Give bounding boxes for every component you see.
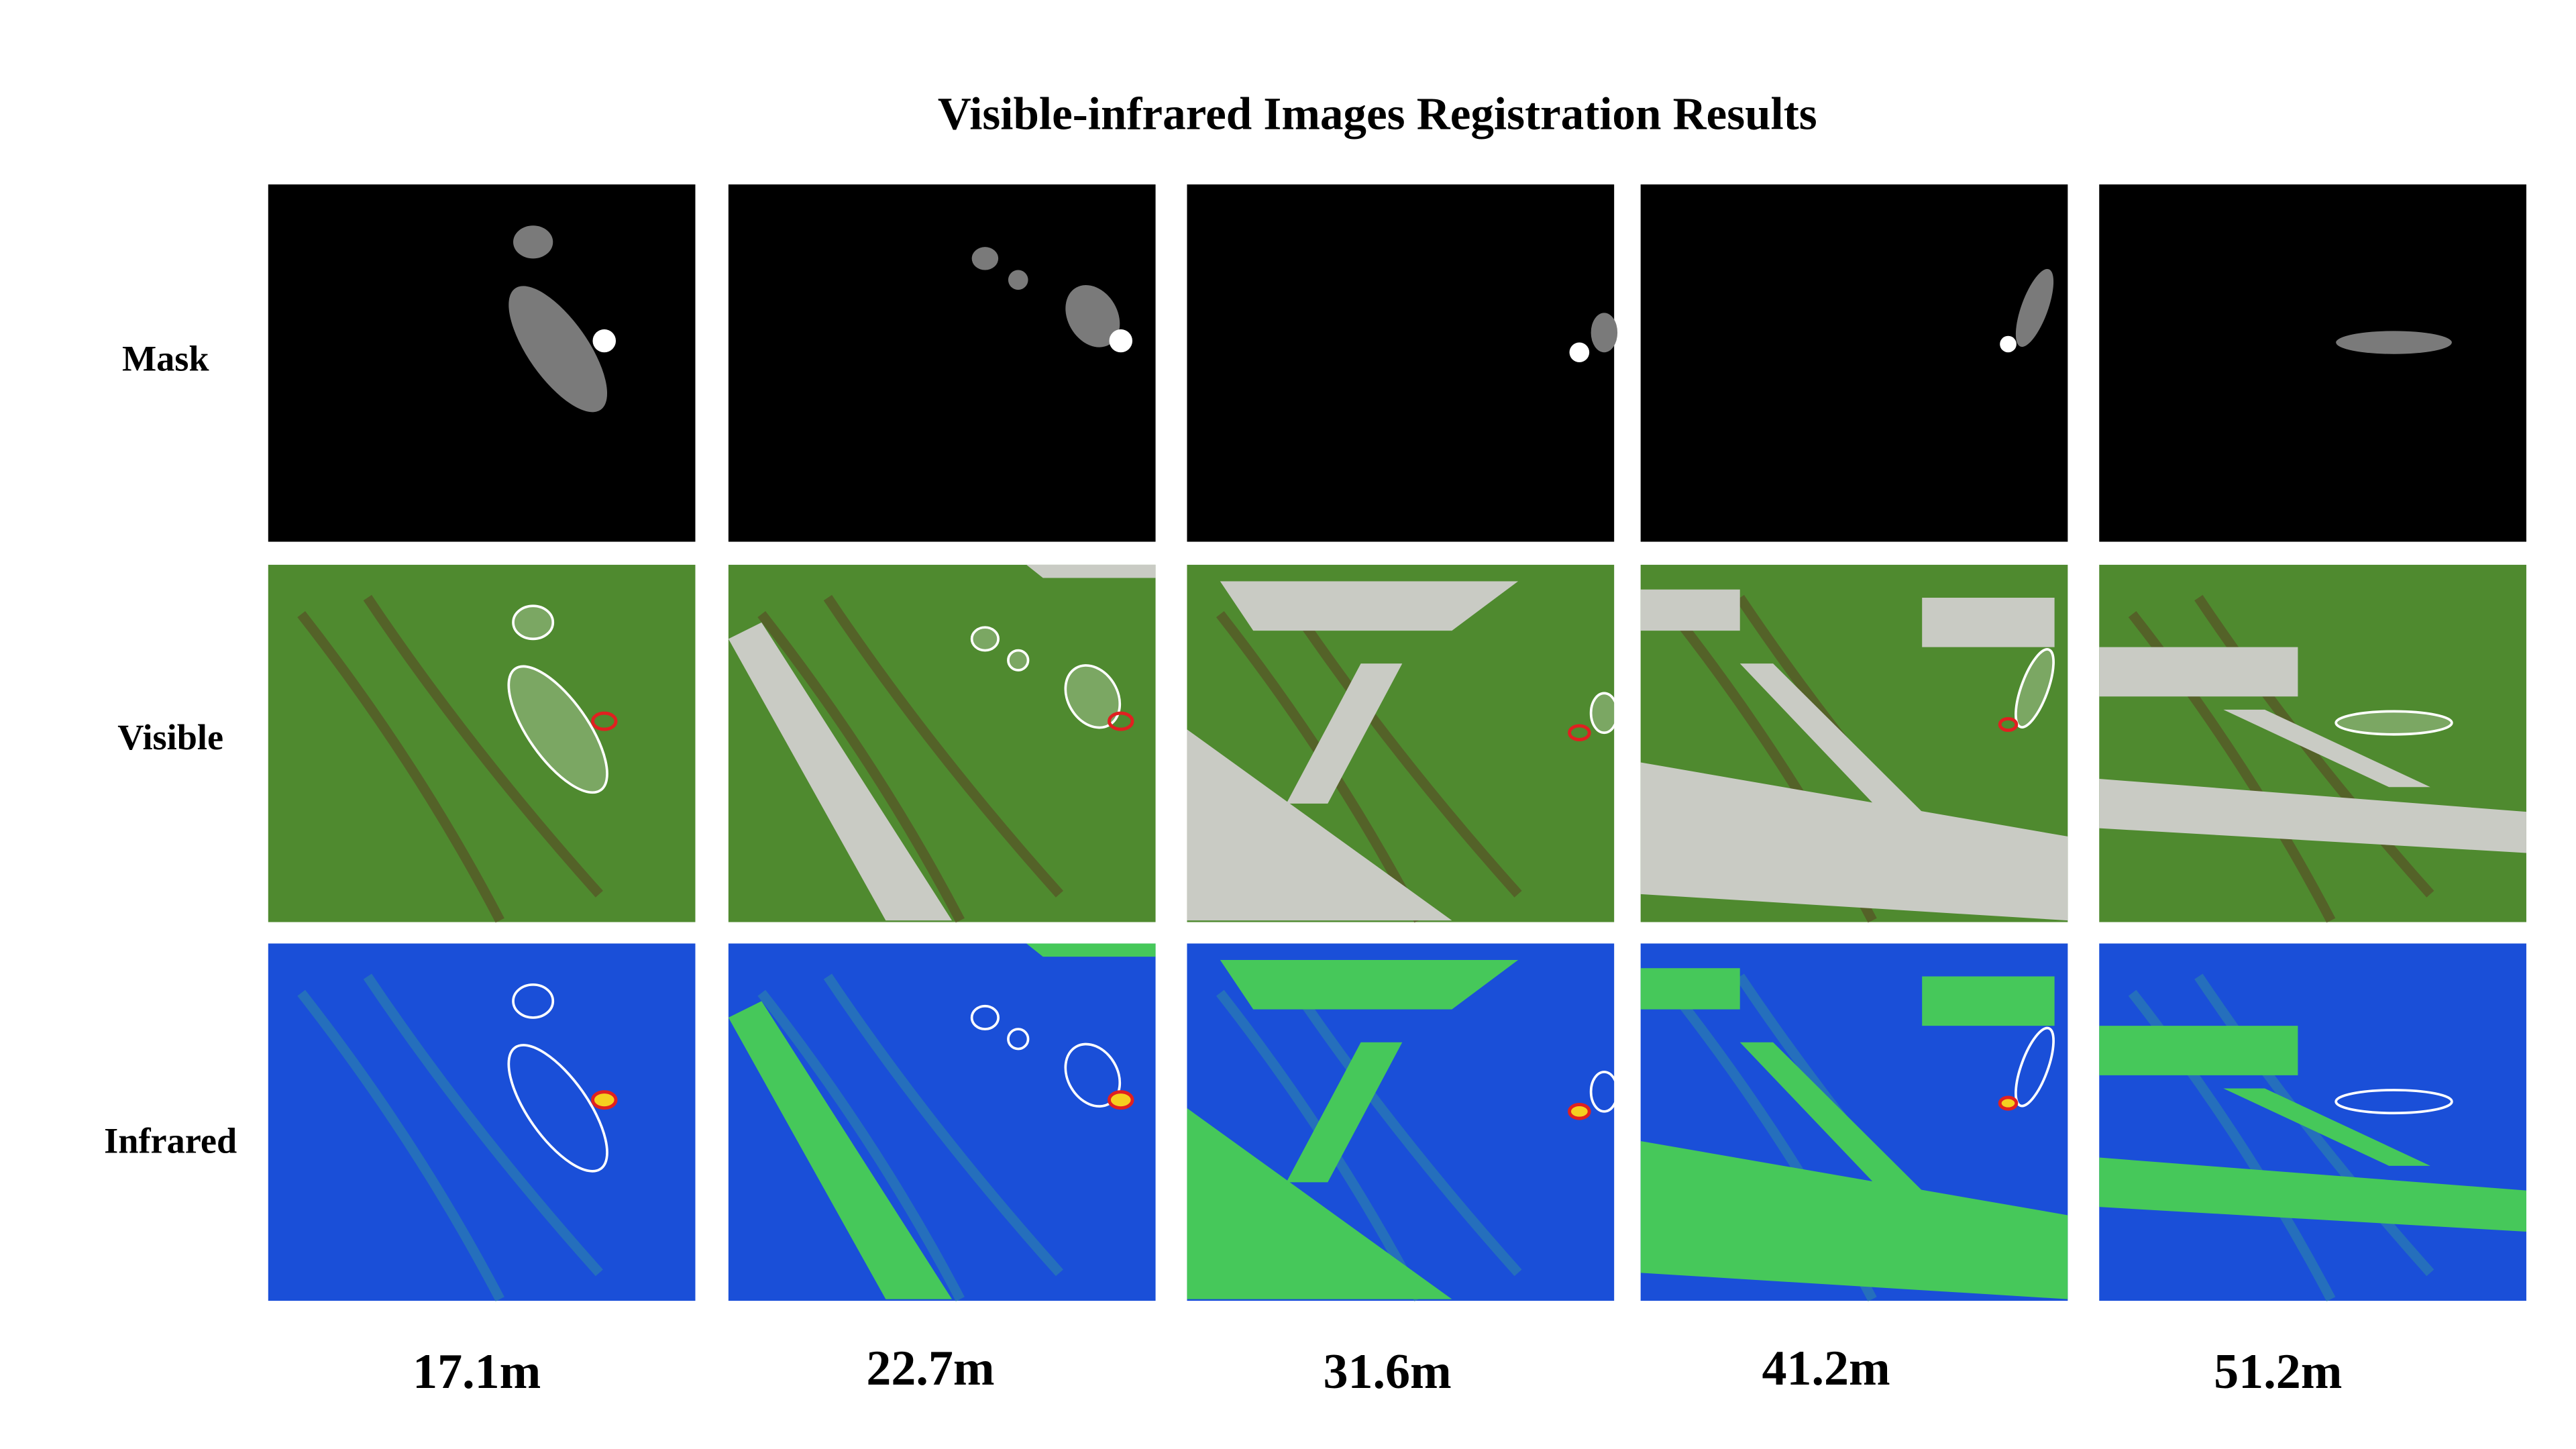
row-label: Visible <box>117 717 223 757</box>
image-background <box>1187 184 1615 542</box>
plume-outline <box>1007 1028 1030 1051</box>
texture <box>297 594 603 923</box>
surface-region <box>1922 598 2055 647</box>
mask-region <box>513 225 553 259</box>
infrared-image <box>1640 943 2068 1302</box>
surface-region <box>1187 1108 1452 1299</box>
mask-image <box>2099 184 2526 542</box>
image-background <box>728 184 1156 542</box>
source-outline <box>591 711 618 731</box>
surface-region <box>2223 709 2430 788</box>
plume-outline <box>970 1004 1000 1030</box>
column-label: 41.2m <box>1762 1340 1890 1395</box>
surface-region <box>728 1001 953 1299</box>
texture <box>757 973 1063 1302</box>
mask-region <box>1008 270 1028 290</box>
mask-region <box>508 286 608 413</box>
surface-region <box>1026 943 1156 957</box>
mask-image <box>728 184 1156 542</box>
source-outline <box>1998 1095 2019 1111</box>
mask-region <box>2336 331 2452 354</box>
surface-region <box>2099 1026 2298 1075</box>
source-outline <box>1568 1103 1591 1120</box>
mask-region <box>2015 268 2054 347</box>
plume-outline <box>2015 1026 2055 1108</box>
column-label: 22.7m <box>866 1340 994 1395</box>
image-background <box>2099 184 2526 542</box>
plume-outline <box>507 1044 608 1173</box>
surface-region <box>1640 1141 2068 1299</box>
mask-hotspot <box>1109 329 1133 353</box>
row-label: Mask <box>122 339 210 379</box>
mask-region <box>971 247 999 270</box>
image-background <box>268 184 696 542</box>
surface-region <box>1220 960 1519 1010</box>
source-outline <box>591 1090 618 1110</box>
surface-region <box>1187 729 1452 921</box>
figure-title: Visible-infrared Images Registration Res… <box>938 89 1817 140</box>
surface-region <box>1640 968 1740 1010</box>
plume-outline <box>507 665 608 794</box>
mask-region <box>1065 284 1120 347</box>
mask-image <box>1640 184 2068 542</box>
source-outline <box>1108 1090 1134 1110</box>
surface-region <box>1286 1042 1403 1183</box>
surface-region <box>1922 976 2055 1026</box>
surface-region <box>2099 779 2526 853</box>
plume-outline <box>1589 1071 1619 1113</box>
plume-outline <box>1007 649 1030 672</box>
visible-image <box>1640 564 2068 923</box>
texture <box>297 973 603 1302</box>
source-outline <box>1998 716 2019 733</box>
texture <box>757 594 1063 923</box>
plume-outline <box>512 983 555 1019</box>
infrared-image <box>1187 943 1619 1302</box>
plume-outline <box>970 626 1000 652</box>
infrared-image <box>728 943 1156 1302</box>
plume-outline <box>2015 648 2055 729</box>
surface-region <box>728 622 953 921</box>
plume-outline <box>2334 710 2453 736</box>
mask-hotspot <box>2000 335 2017 353</box>
surface-region <box>1640 589 1740 631</box>
mask-image <box>268 184 696 542</box>
image-background <box>268 564 696 922</box>
plume-outline <box>512 604 555 641</box>
plume-outline <box>1589 692 1619 735</box>
surface-region <box>2223 1088 2430 1166</box>
surface-region <box>2099 1157 2526 1232</box>
mask-image <box>1187 184 1618 542</box>
row-label: Infrared <box>104 1120 237 1161</box>
source-outline <box>1108 711 1134 731</box>
column-label: 51.2m <box>2214 1344 2342 1399</box>
image-background <box>1640 184 2068 542</box>
image-background <box>268 943 696 1301</box>
surface-region <box>1739 663 1931 820</box>
visible-image <box>2099 564 2526 923</box>
surface-region <box>2099 647 2298 697</box>
surface-region <box>1220 581 1519 631</box>
column-label: 31.6m <box>1323 1344 1451 1399</box>
surface-region <box>1026 564 1156 578</box>
source-outline <box>1568 724 1591 742</box>
surface-region <box>1640 762 2068 921</box>
mask-hotspot <box>1569 342 1590 362</box>
visible-image <box>728 564 1156 923</box>
infrared-image <box>2099 943 2526 1302</box>
surface-region <box>1739 1042 1931 1199</box>
plume-outline <box>2334 1089 2453 1115</box>
mask-hotspot <box>592 329 616 353</box>
surface-region <box>1286 663 1403 804</box>
infrared-image <box>268 943 696 1302</box>
visible-image <box>268 564 696 923</box>
column-label: 17.1m <box>413 1344 541 1399</box>
mask-region <box>1591 313 1618 353</box>
visible-image <box>1187 564 1619 923</box>
